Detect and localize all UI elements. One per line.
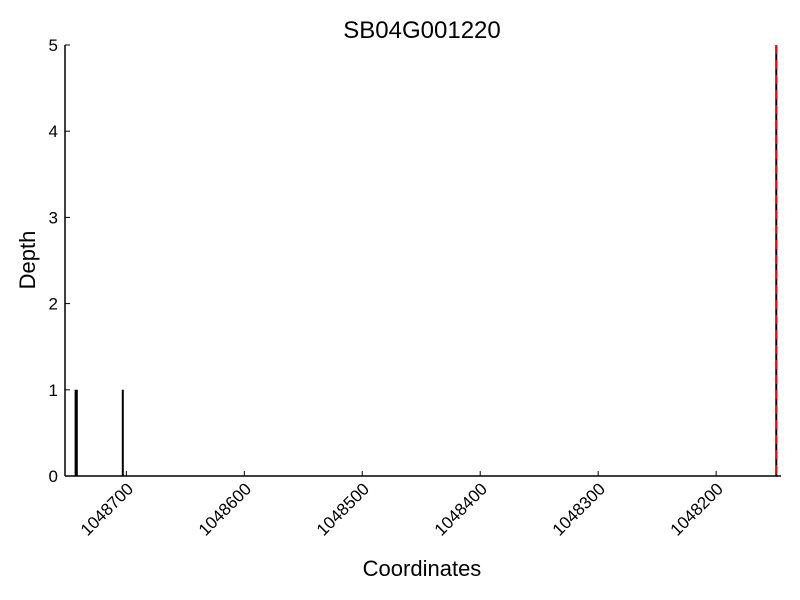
- x-tick-label: 1048700: [77, 479, 137, 539]
- x-axis-label: Coordinates: [363, 556, 482, 581]
- x-tick-label: 1048400: [431, 479, 491, 539]
- x-tick-label: 1048500: [313, 479, 373, 539]
- y-axis-label: Depth: [15, 231, 40, 290]
- y-tick-label: 0: [49, 467, 58, 486]
- x-tick-label: 1048300: [549, 479, 609, 539]
- y-tick-label: 4: [49, 122, 58, 141]
- x-tick-label: 1048200: [667, 479, 727, 539]
- plot-area: 0 1 2 3 4 5 1048700 1048600 1048500 1048400 104830…: [49, 36, 781, 540]
- y-tick-label: 1: [49, 381, 58, 400]
- y-tick-label: 2: [49, 295, 58, 314]
- chart-title: SB04G001220: [343, 17, 500, 44]
- x-tick-label: 1048600: [195, 479, 255, 539]
- y-tick-label: 5: [49, 36, 58, 55]
- y-tick-label: 3: [49, 208, 58, 227]
